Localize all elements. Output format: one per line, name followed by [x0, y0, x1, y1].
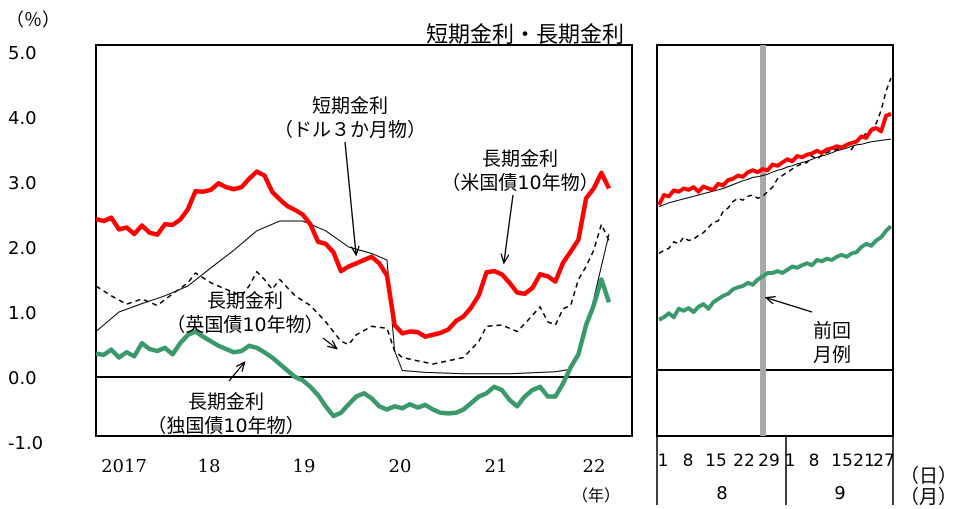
detail-series-line: [658, 224, 893, 322]
detail-series-line: [658, 77, 892, 255]
main-series-line: [95, 169, 612, 339]
detail-series-line: [658, 138, 892, 208]
day-tick-label: 15: [831, 451, 853, 471]
main-plot-frame: [95, 44, 633, 437]
annotation-line: （ドル３か月物）: [274, 119, 426, 141]
annotation-line: （米国債10年物）: [441, 172, 598, 194]
annotation-arrow: [322, 337, 336, 348]
detail-series-group: [657, 77, 893, 322]
main-series-line: [95, 220, 610, 375]
month-unit-label: （月）: [900, 486, 957, 508]
day-tick-label: 8: [683, 451, 694, 471]
y-tick-label: 2.0: [8, 238, 37, 259]
x-tick-labels: 2017 18 19 20 21 22: [101, 456, 605, 477]
detail-series-line: [657, 111, 892, 206]
annotation-previous-report: 前回 月例: [767, 298, 851, 366]
x-tick-label: 2017: [101, 456, 147, 477]
day-unit-label: （日）: [900, 465, 957, 487]
annotation-line: （英国債10年物）: [166, 314, 323, 336]
y-tick-label: 5.0: [8, 43, 37, 64]
x-unit-label: （年）: [572, 486, 620, 505]
annotation-arrow: [767, 298, 813, 313]
annotation-line: （独国債10年物）: [147, 415, 304, 437]
main-series-line: [95, 277, 612, 419]
annotation-arrow: [228, 363, 244, 382]
annotation-arrow: [344, 141, 356, 254]
chart-title: 短期金利・長期金利: [426, 23, 624, 48]
day-tick-label: 15: [705, 451, 727, 471]
y-tick-label: -1.0: [8, 433, 43, 454]
day-tick-labels: 1 8 15 22 29 1 8 15 21 27: [658, 451, 895, 471]
annotation-arrow: [504, 194, 514, 262]
month-label: 8: [716, 483, 727, 504]
main-series-line: [95, 223, 610, 365]
y-unit-label: （％）: [6, 10, 60, 31]
annotation-uk-10y: 長期金利 （英国債10年物）: [166, 290, 336, 348]
y-tick-label: 3.0: [8, 173, 37, 194]
main-series-group: [95, 169, 612, 419]
annotation-de-10y: 長期金利 （独国債10年物）: [147, 363, 305, 437]
day-tick-label: 22: [733, 451, 755, 471]
y-tick-label: 0.0: [8, 368, 37, 389]
month-label: 9: [834, 483, 845, 504]
annotation-line: 長期金利: [188, 391, 264, 413]
annotation-line: 短期金利: [312, 95, 388, 117]
day-tick-label: 8: [809, 451, 820, 471]
detail-plot-frame: [656, 44, 894, 437]
y-tick-label: 1.0: [8, 303, 37, 324]
x-tick-label: 18: [198, 456, 221, 477]
annotation-line: 長期金利: [207, 290, 283, 312]
x-tick-label: 19: [293, 456, 316, 477]
day-tick-label: 21: [853, 451, 875, 471]
annotation-line: 前回: [813, 320, 851, 342]
y-tick-label: 4.0: [8, 108, 37, 129]
annotation-line: 月例: [813, 344, 851, 366]
day-tick-label: 27: [873, 451, 895, 471]
x-tick-label: 22: [583, 456, 606, 477]
annotation-us-10y: 長期金利 （米国債10年物）: [441, 148, 599, 262]
annotation-short-rate: 短期金利 （ドル３か月物）: [274, 95, 426, 254]
day-tick-label: 29: [758, 451, 780, 471]
x-tick-label: 20: [389, 456, 412, 477]
day-tick-label: 1: [785, 451, 796, 471]
x-tick-label: 21: [485, 456, 508, 477]
annotation-line: 長期金利: [482, 148, 558, 170]
y-tick-labels: 5.0 4.0 3.0 2.0 1.0 0.0 -1.0: [8, 43, 43, 454]
day-tick-label: 1: [658, 451, 669, 471]
